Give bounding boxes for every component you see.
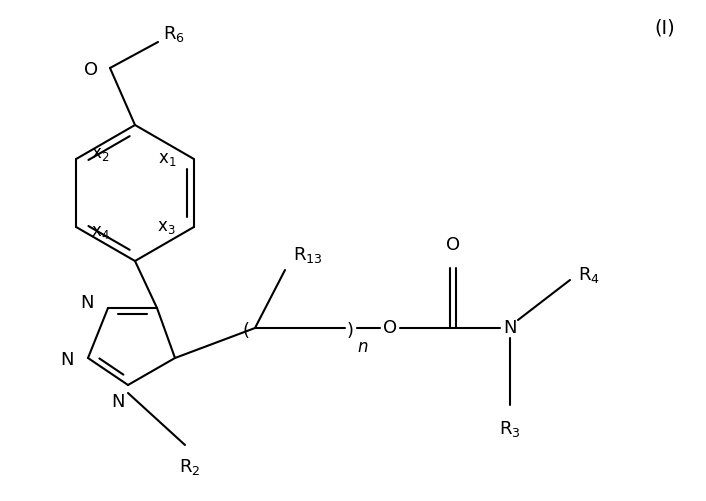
Text: x$_2$: x$_2$ [91, 145, 109, 163]
Text: R$_{13}$: R$_{13}$ [293, 245, 323, 265]
Text: R$_2$: R$_2$ [179, 457, 201, 477]
Text: (I): (I) [654, 19, 676, 38]
Text: N: N [112, 393, 125, 411]
Text: O: O [446, 236, 460, 254]
Text: N: N [80, 294, 94, 312]
Text: O: O [84, 61, 98, 79]
Text: R$_3$: R$_3$ [499, 419, 521, 439]
Text: (: ( [243, 322, 250, 340]
Text: ): ) [347, 322, 354, 340]
Text: x$_4$: x$_4$ [91, 223, 110, 241]
Text: x$_1$: x$_1$ [157, 150, 176, 168]
Text: R$_6$: R$_6$ [163, 24, 185, 44]
Text: O: O [383, 319, 397, 337]
Text: R$_4$: R$_4$ [578, 265, 600, 285]
Text: N: N [503, 319, 517, 337]
Text: $n$: $n$ [357, 338, 369, 356]
Text: x$_3$: x$_3$ [157, 218, 176, 236]
Text: N: N [61, 351, 74, 369]
